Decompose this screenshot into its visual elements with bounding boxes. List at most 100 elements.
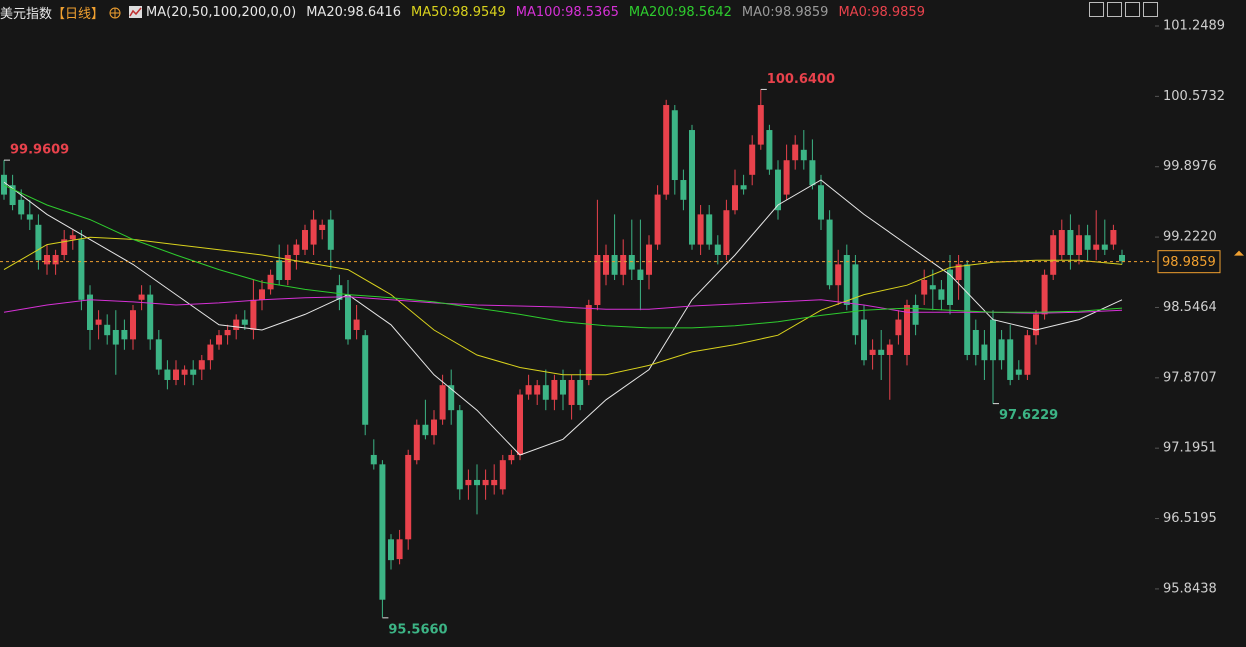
y-tick-label: 97.8707 xyxy=(1163,370,1217,385)
candle-body xyxy=(697,214,704,245)
candle-body xyxy=(207,344,214,361)
candle-body xyxy=(904,304,910,355)
candle-body xyxy=(551,379,558,400)
candle-body xyxy=(319,224,326,231)
candle-body xyxy=(474,479,480,486)
y-tick-label: 95.8438 xyxy=(1163,581,1217,596)
candle-body xyxy=(671,110,678,181)
last-price-label: 98.9859 xyxy=(1162,255,1216,270)
candle-body xyxy=(775,169,781,211)
candle-body xyxy=(757,105,764,145)
candle-body xyxy=(482,479,489,486)
legend-item: MA200:98.5642 xyxy=(628,4,732,20)
candle-body xyxy=(439,385,446,420)
candle-body xyxy=(250,299,257,330)
candle-body xyxy=(560,379,566,395)
candle-body xyxy=(1,174,7,195)
candle-body xyxy=(327,219,334,250)
candle-body xyxy=(379,464,386,600)
candle-body xyxy=(972,329,979,355)
candle-body xyxy=(947,269,953,305)
candle-body xyxy=(353,319,360,330)
indicator-icon[interactable] xyxy=(128,5,144,19)
candle-body xyxy=(749,144,756,175)
y-tick-label: 99.8976 xyxy=(1163,159,1217,174)
toolbar-button[interactable] xyxy=(1107,2,1122,17)
last-price-box xyxy=(1157,250,1221,274)
candle-body xyxy=(35,224,42,261)
candle-body xyxy=(1041,274,1048,315)
toolbar-button[interactable] xyxy=(1125,2,1140,17)
candle-body xyxy=(826,219,833,286)
candle-body xyxy=(895,319,902,336)
candle-body xyxy=(310,219,317,245)
candle-body xyxy=(637,269,644,280)
add-icon[interactable] xyxy=(108,5,122,19)
candle-body xyxy=(1110,230,1117,245)
candle-body xyxy=(413,424,420,461)
candle-body xyxy=(508,454,515,461)
candle-body xyxy=(869,349,876,355)
candle-body xyxy=(1015,369,1022,375)
annotation-label: 95.5660 xyxy=(388,622,447,637)
candle-body xyxy=(783,160,790,195)
y-tick-label: 96.5195 xyxy=(1163,511,1217,526)
candle-body xyxy=(723,210,730,256)
candle-body xyxy=(577,379,584,405)
candle-body xyxy=(302,230,308,250)
candle-body xyxy=(611,255,618,275)
annotation-label: 100.6400 xyxy=(767,72,835,87)
candle-body xyxy=(345,294,351,340)
candle-body xyxy=(198,360,205,370)
candle-body xyxy=(104,324,111,336)
candle-body xyxy=(448,385,455,411)
legend-item: MA20:98.6416 xyxy=(306,4,401,20)
candle-body xyxy=(646,244,652,275)
candle-body xyxy=(1101,244,1108,250)
ma-line xyxy=(3,179,1123,456)
candle-body xyxy=(628,255,635,270)
candle-body xyxy=(912,304,919,325)
candle-body xyxy=(852,264,859,336)
legend-item: MA0:98.9859 xyxy=(838,4,925,20)
candle-body xyxy=(370,454,377,465)
candle-body xyxy=(95,319,102,325)
candle-body xyxy=(929,285,936,290)
y-tick-label: 101.2489 xyxy=(1163,19,1225,34)
candle-body xyxy=(173,369,179,380)
candle-body xyxy=(517,394,523,455)
ma-line xyxy=(3,184,1123,329)
candle-body xyxy=(388,539,394,561)
candle-body xyxy=(1067,230,1074,256)
toolbar-button[interactable] xyxy=(1089,2,1104,17)
candle-body xyxy=(26,214,33,220)
candle-body xyxy=(654,194,661,245)
candle-body xyxy=(843,255,850,305)
candle-body xyxy=(1033,314,1039,336)
candle-body xyxy=(1119,255,1125,262)
candle-body xyxy=(164,369,171,380)
candle-body xyxy=(61,239,68,256)
candle-body xyxy=(706,214,713,245)
candle-body xyxy=(78,239,85,300)
candle-body xyxy=(276,260,283,280)
legend-item: MA100:98.5365 xyxy=(515,4,619,20)
candle-body xyxy=(1007,339,1014,380)
candle-body xyxy=(1084,235,1091,250)
candle-body xyxy=(130,310,136,340)
y-tick-label: 99.2220 xyxy=(1163,230,1217,245)
candle-body xyxy=(886,344,893,355)
candle-body xyxy=(594,255,601,305)
candle-body xyxy=(233,319,240,330)
candle-body xyxy=(138,294,145,300)
candle-body xyxy=(680,180,687,200)
candle-body xyxy=(1076,235,1082,256)
candle-body xyxy=(878,349,885,355)
candle-body xyxy=(431,419,437,436)
toolbar-button[interactable] xyxy=(1143,2,1158,17)
period-selector[interactable]: 【日线】 xyxy=(52,6,105,22)
candle-body xyxy=(818,185,824,220)
candle-body xyxy=(990,319,996,361)
